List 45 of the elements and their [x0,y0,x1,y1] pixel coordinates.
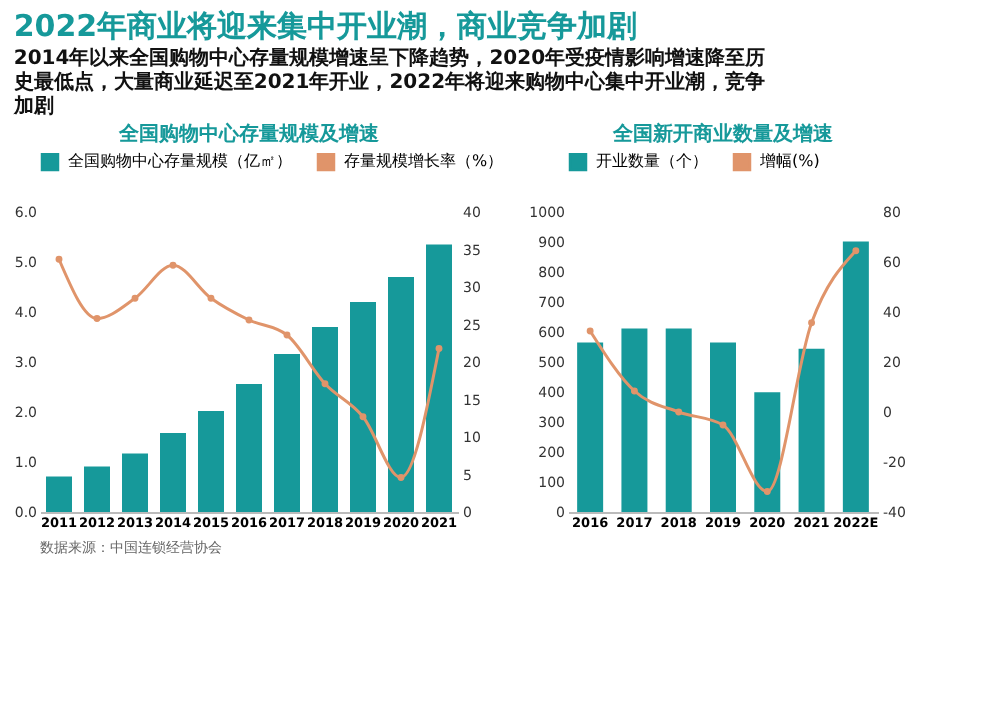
bar [84,466,110,512]
line-series [586,247,860,495]
text: 2014年以来全国购物中心存量规模增速呈下降趋势，2020年受疫情影响增速降至历史最低点，大量商业延迟至2021年开业，2022年将迎来购物中心集中开业潮，竞争加剧 [11,46,766,118]
legend-label: 全国购物中心存量规模（亿㎡） [68,152,292,171]
legend-label: 存量规模增长率（%） [344,152,504,171]
bar [842,241,869,512]
bar [577,342,604,512]
point [55,255,63,263]
bar [621,328,648,512]
point [852,247,860,255]
bar [665,328,692,512]
bar [122,453,148,512]
point [435,345,443,352]
point [763,488,771,495]
chart-title: 全国新开商业数量及增速 [611,122,835,146]
legend-label: 增幅(%) [758,152,820,171]
bar [710,342,736,512]
bar [274,354,300,512]
point [245,316,253,324]
bar [46,476,72,512]
bar [426,244,452,512]
point [675,408,683,416]
bar [388,277,414,512]
bar [350,302,376,512]
bar [754,392,781,512]
text: 2022年商业将迎来集中开业潮，商业竞争加剧 [13,8,638,44]
point [586,327,594,335]
bar [312,327,338,512]
point [169,261,177,269]
point [359,413,367,421]
point [321,380,329,388]
bar [160,433,186,512]
point [808,319,816,327]
point [283,331,291,339]
point [397,474,405,481]
point [131,294,139,302]
point [93,315,101,322]
point [207,294,215,302]
bar [236,384,262,512]
legend-label: 开业数量（个） [596,152,708,171]
chart-title: 全国购物中心存量规模及增速 [117,122,381,146]
point [630,387,638,395]
bar [798,348,825,512]
point [719,421,727,429]
bar [198,411,224,512]
